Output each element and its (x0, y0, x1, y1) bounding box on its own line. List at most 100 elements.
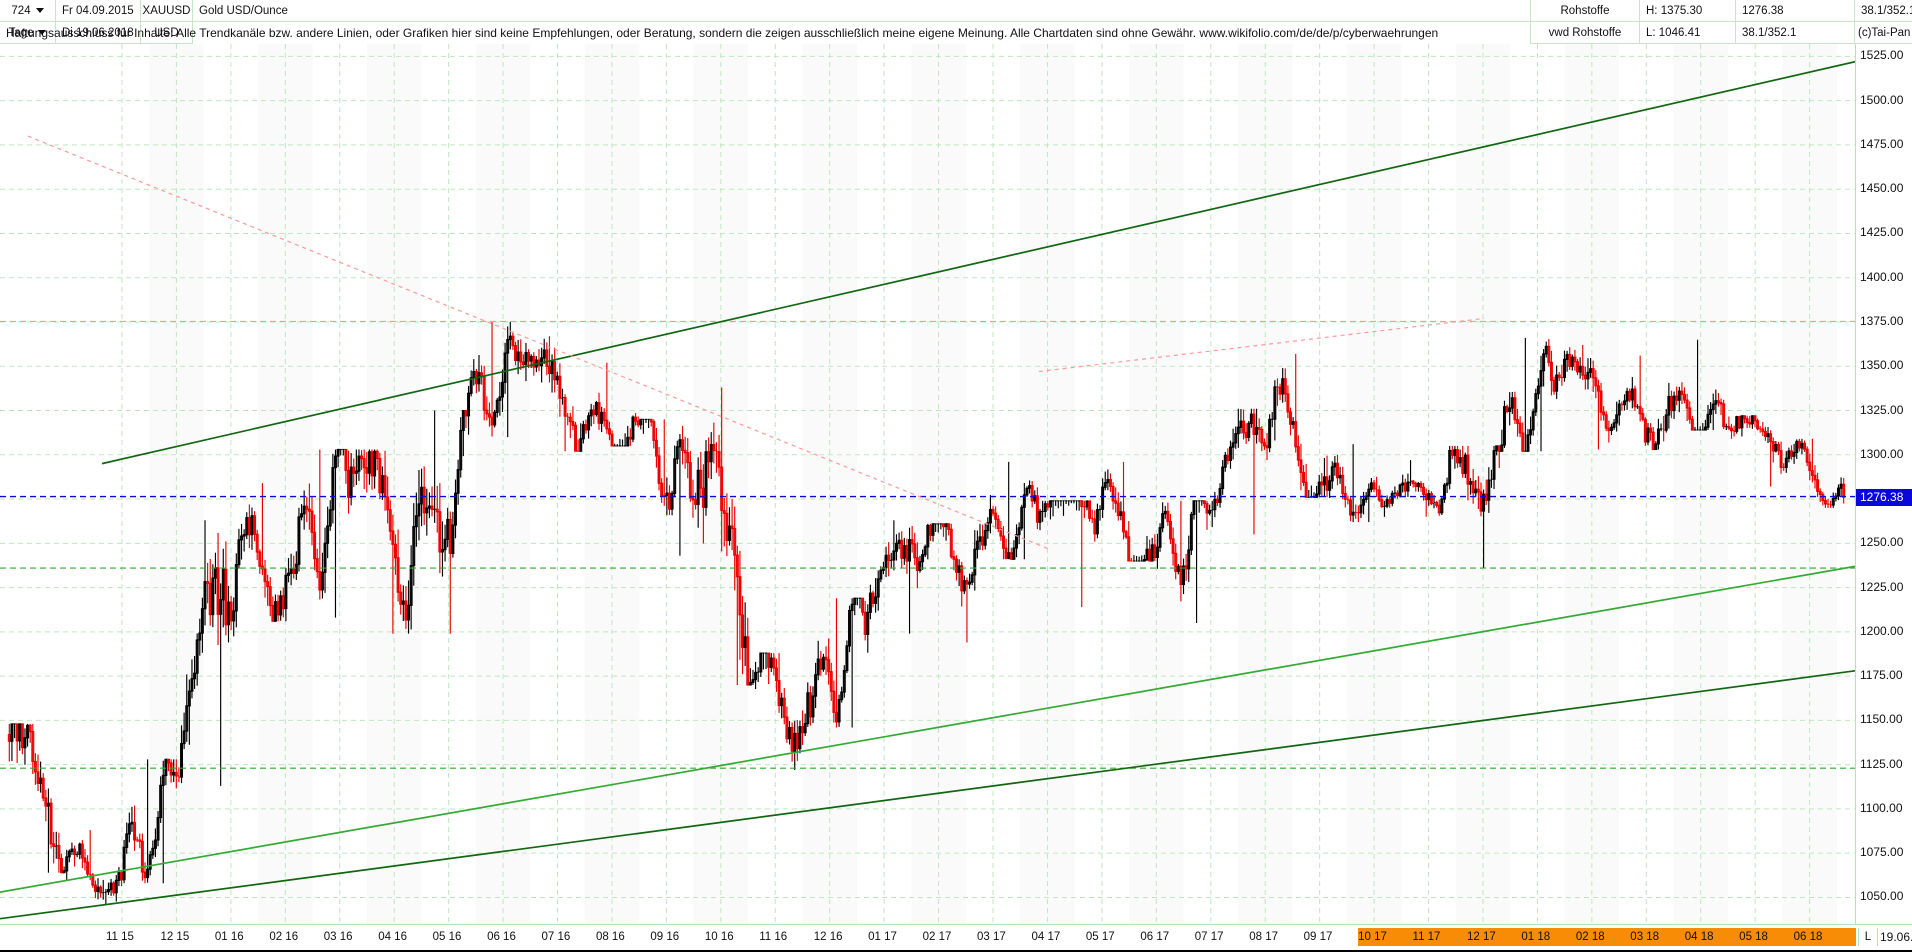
candle-body (837, 699, 841, 723)
candle-body (407, 604, 411, 621)
candle-body (1643, 418, 1647, 443)
candle-body (362, 458, 366, 469)
date-tick-label: 03 16 (323, 931, 353, 943)
date-range-selection[interactable] (1358, 928, 1856, 946)
candle-body (827, 659, 831, 673)
candle-body (1017, 527, 1021, 536)
candle-body (310, 510, 314, 533)
candle-body (568, 416, 572, 423)
candle-body (237, 539, 241, 566)
candle-body (1586, 371, 1590, 380)
period-unit-dropdown[interactable]: Tage (0, 22, 56, 44)
date-to-label: Di 19.06.2018 (62, 26, 134, 39)
candle-body (728, 525, 731, 541)
candle-body (120, 872, 123, 881)
candle-body (1730, 427, 1733, 432)
candle-body (46, 802, 50, 807)
annotation-trendline (1038, 317, 1485, 373)
candle-body (1667, 395, 1671, 416)
candle-body (1589, 368, 1593, 373)
candle-body (514, 345, 518, 362)
candle-body (1500, 444, 1504, 452)
chart-plot-area[interactable] (0, 44, 1855, 924)
candle-body (1539, 370, 1543, 387)
price-tick-label: 1500.00 (1860, 92, 1904, 107)
period-unit-label: Tage (8, 26, 34, 39)
candle-body (1273, 386, 1277, 420)
candle-body (1557, 374, 1561, 379)
price-tick-label: 1450.00 (1860, 181, 1904, 196)
candle-body (500, 381, 504, 398)
candle-body (52, 843, 56, 847)
candle-body (1168, 521, 1172, 540)
date-axis[interactable]: 11 15 12 15 01 16 02 16 03 16 04 16 05 16 06 16… (0, 924, 1912, 952)
candle-body (1085, 500, 1089, 508)
candle-body (1291, 421, 1295, 425)
candle-body (602, 411, 606, 421)
candlestick-series (7, 321, 1846, 905)
candle-body (1737, 416, 1741, 429)
candle-body (1669, 395, 1673, 412)
candle-body (848, 609, 852, 647)
candle-body (253, 515, 257, 535)
candle-body (1784, 457, 1788, 468)
candle-body (1249, 413, 1253, 424)
period-value-dropdown[interactable]: 724 (0, 0, 56, 22)
candle-body (1004, 547, 1008, 559)
period-low-field: L: 1046.41 (1640, 22, 1736, 44)
candle-body (354, 470, 358, 474)
candle-body (636, 420, 640, 426)
candle-body (897, 539, 901, 544)
candle-body (1372, 482, 1376, 490)
candle-body (39, 777, 43, 784)
candle-body (874, 596, 878, 604)
candle-body (10, 723, 14, 742)
candle-body (328, 509, 332, 527)
candle-body (516, 351, 520, 362)
date-from-field[interactable]: Fr 04.09.2015 (56, 0, 141, 22)
last-price-badge[interactable]: 1276.38 (1856, 488, 1912, 506)
currency-label: USD (154, 26, 179, 39)
candle-body (589, 409, 593, 417)
candle-body (905, 545, 909, 562)
candle-body (250, 515, 254, 536)
candle-body (216, 567, 220, 615)
candle-body (1229, 446, 1232, 461)
candle-body (99, 886, 103, 894)
candle-body (1474, 488, 1478, 494)
candle-body (1795, 440, 1799, 454)
candle-body (584, 424, 588, 431)
candle-body (798, 726, 802, 750)
candle-body (440, 549, 444, 553)
candle-body (464, 409, 468, 417)
candle-body (926, 524, 930, 548)
price-tick-label: 1475.00 (1860, 136, 1904, 151)
candle-body (688, 462, 692, 499)
candle-body (1716, 400, 1720, 404)
date-to-field[interactable]: Di 19.06.2018 (56, 22, 141, 44)
symbol-field[interactable]: XAUUSD (141, 0, 193, 22)
candle-body (691, 497, 695, 501)
candle-body (112, 882, 116, 894)
candle-body (1009, 552, 1013, 560)
candle-body (18, 723, 22, 742)
candle-body (1124, 531, 1128, 538)
date-tick-label: 02 16 (269, 931, 299, 943)
candle-body (203, 581, 207, 610)
candle-body (180, 743, 184, 778)
candle-body (887, 554, 891, 562)
candle-body (1114, 500, 1118, 504)
change-field: 38.1/352.1 (1855, 0, 1912, 22)
candle-body (861, 597, 865, 613)
chevron-down-icon (35, 8, 44, 13)
candle-body (1388, 499, 1392, 504)
candle-body (725, 512, 729, 541)
price-axis[interactable]: 1525.00 1500.00 1475.00 1450.00 1425.00 1400.… (1855, 44, 1912, 924)
candle-body (1367, 488, 1371, 497)
candle-body (803, 722, 807, 734)
candle-body (876, 578, 880, 598)
candle-body (1442, 484, 1446, 500)
header-row-top: 724 Fr 04.09.2015 XAUUSD Gold USD/Ounce … (0, 0, 1912, 22)
candle-body (808, 692, 812, 718)
candle-body (782, 697, 786, 718)
